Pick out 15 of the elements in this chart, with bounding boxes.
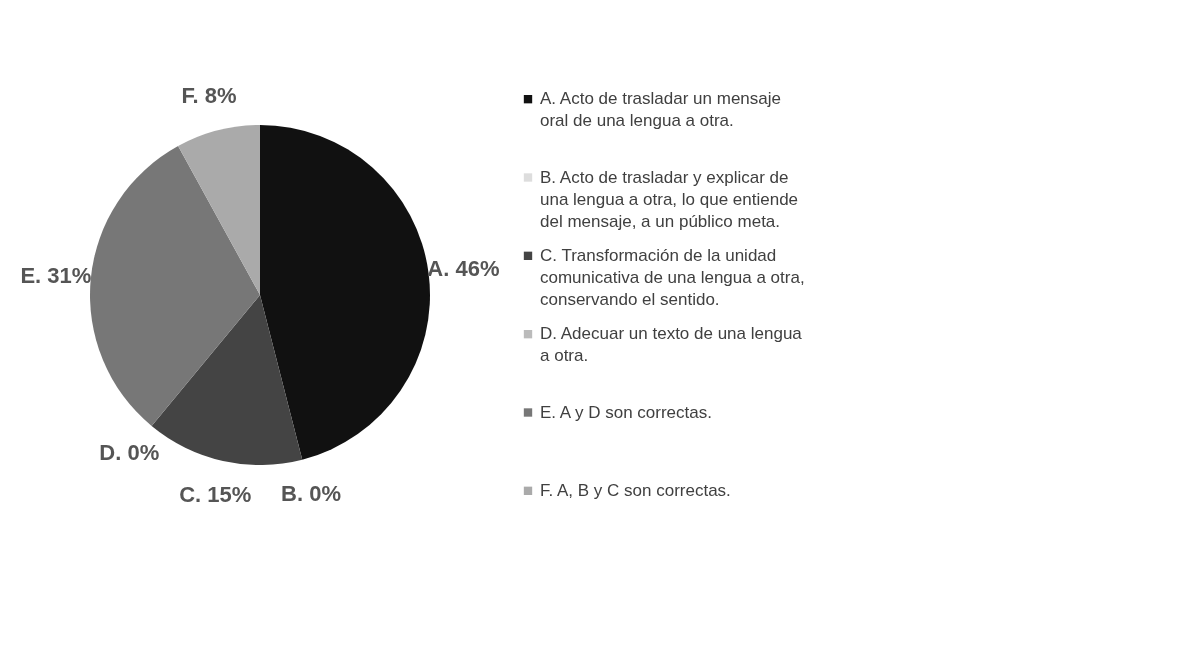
pie-slice: [178, 125, 260, 295]
legend-label: D. Adecuar un texto de una lengua a otra.: [540, 324, 803, 366]
legend-label: C. Transformación de la unidad comunicativa de una lengua a otra, conservando el sentido.: [540, 245, 805, 309]
legend-label: B. Acto de trasladar y explicar de una lengua a otra, lo que entiende del mensaje, a un público meta.: [540, 167, 799, 231]
legend-label: F. A, B y C son correctas.: [540, 480, 731, 500]
pie-slice: [90, 146, 260, 426]
data-label: C. 15%: [179, 482, 252, 508]
data-label: E. 31%: [20, 262, 92, 288]
data-label: F. 8%: [181, 83, 237, 109]
legend-label: E. A y D son correctas.: [540, 402, 712, 422]
text: D. 0%: [99, 439, 160, 465]
pie-slice: [260, 125, 430, 460]
text: B. 0%: [281, 480, 341, 506]
data-label: A. 46%: [427, 256, 500, 282]
legend-label: A. Acto de trasladar un mensaje oral de una lengua a otra.: [540, 89, 781, 131]
